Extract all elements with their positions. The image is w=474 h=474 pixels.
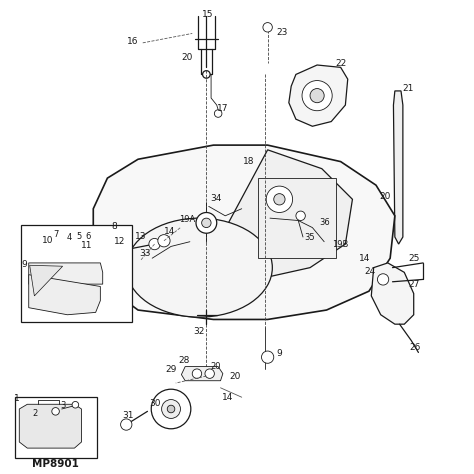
Text: 28: 28 — [179, 356, 190, 365]
Text: 1: 1 — [14, 394, 20, 403]
Circle shape — [202, 71, 210, 78]
Bar — [21, 225, 132, 322]
Text: 20: 20 — [229, 372, 240, 381]
Circle shape — [55, 251, 65, 261]
Polygon shape — [51, 244, 74, 265]
Polygon shape — [393, 91, 403, 244]
Text: 14: 14 — [222, 393, 233, 402]
Text: 23: 23 — [276, 27, 287, 36]
Text: 3: 3 — [60, 401, 65, 410]
Circle shape — [23, 267, 35, 278]
Text: 15: 15 — [201, 10, 213, 19]
Text: 4: 4 — [67, 233, 73, 241]
Text: 9: 9 — [21, 260, 27, 269]
Text: 22: 22 — [335, 59, 346, 68]
Text: 11: 11 — [81, 241, 92, 250]
Circle shape — [167, 405, 175, 413]
Text: 2: 2 — [33, 409, 38, 418]
Polygon shape — [216, 150, 353, 277]
Text: 29: 29 — [165, 365, 177, 374]
Text: 34: 34 — [210, 194, 221, 203]
Text: 21: 21 — [402, 84, 413, 93]
Text: 13: 13 — [135, 232, 146, 241]
Text: 35: 35 — [305, 233, 315, 241]
Circle shape — [377, 274, 389, 285]
Circle shape — [196, 212, 217, 233]
Text: 19A: 19A — [179, 215, 196, 224]
Circle shape — [120, 419, 132, 430]
Text: 33: 33 — [139, 249, 151, 258]
Polygon shape — [371, 263, 414, 324]
Text: 36: 36 — [319, 219, 329, 228]
Bar — [258, 178, 336, 258]
Text: 25: 25 — [408, 254, 419, 263]
Polygon shape — [29, 275, 100, 315]
Text: 8: 8 — [111, 222, 118, 231]
Circle shape — [72, 401, 79, 408]
Text: 32: 32 — [193, 327, 205, 336]
Text: 16: 16 — [127, 37, 138, 46]
Text: 5: 5 — [76, 232, 82, 241]
Text: 14: 14 — [358, 254, 370, 263]
Text: 9: 9 — [276, 349, 283, 358]
Polygon shape — [19, 404, 82, 448]
Circle shape — [104, 248, 116, 259]
Circle shape — [296, 211, 305, 220]
Circle shape — [302, 81, 332, 111]
Text: 26: 26 — [410, 343, 421, 352]
Ellipse shape — [126, 218, 273, 317]
Polygon shape — [29, 263, 103, 284]
Circle shape — [151, 389, 191, 429]
Circle shape — [116, 244, 128, 256]
Circle shape — [158, 235, 170, 247]
Circle shape — [201, 218, 211, 228]
Circle shape — [162, 400, 181, 419]
Text: 24: 24 — [364, 267, 375, 276]
Circle shape — [262, 351, 274, 363]
Circle shape — [67, 249, 77, 258]
Circle shape — [205, 369, 214, 378]
Text: 20: 20 — [210, 362, 221, 371]
Bar — [15, 397, 97, 458]
Circle shape — [192, 369, 201, 378]
Polygon shape — [30, 265, 63, 296]
Circle shape — [214, 110, 222, 117]
Text: 12: 12 — [114, 237, 126, 246]
Polygon shape — [289, 65, 348, 126]
Text: MP8901: MP8901 — [32, 459, 79, 469]
Text: 14: 14 — [164, 227, 176, 236]
Text: 10: 10 — [42, 236, 53, 245]
Circle shape — [149, 238, 160, 250]
Circle shape — [274, 194, 285, 205]
Text: 30: 30 — [149, 399, 160, 408]
Text: 20: 20 — [182, 54, 193, 63]
Circle shape — [310, 89, 324, 103]
Circle shape — [266, 186, 292, 212]
Text: 18: 18 — [243, 157, 255, 166]
Text: 19B: 19B — [332, 239, 349, 248]
Text: 7: 7 — [53, 230, 58, 239]
Text: 31: 31 — [122, 410, 133, 419]
Circle shape — [52, 408, 59, 415]
Text: 6: 6 — [85, 232, 91, 241]
Text: 17: 17 — [217, 104, 228, 113]
Circle shape — [263, 23, 273, 32]
Polygon shape — [93, 145, 395, 319]
Text: 27: 27 — [408, 280, 419, 289]
Polygon shape — [182, 366, 223, 381]
Text: 20: 20 — [380, 192, 391, 201]
